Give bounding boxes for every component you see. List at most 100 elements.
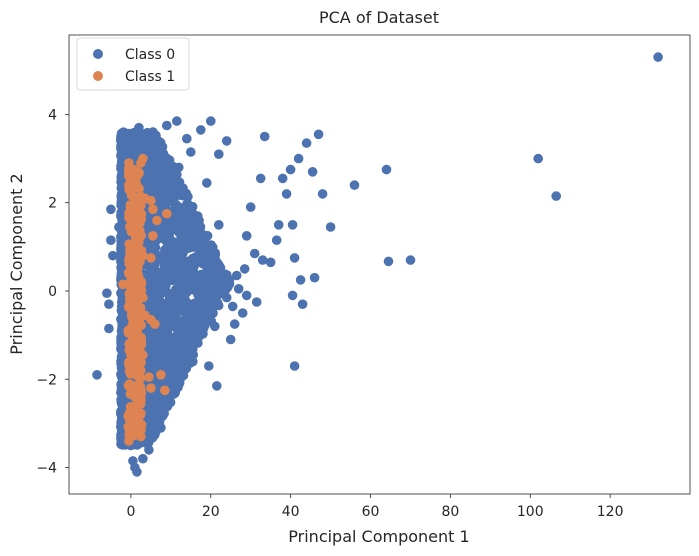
class-0-point	[144, 445, 154, 455]
plot-area	[92, 52, 663, 477]
class-0-point	[271, 235, 282, 245]
class-1-point	[128, 356, 138, 367]
class-0-point	[405, 255, 416, 265]
class-1-point	[128, 299, 138, 310]
class-0-point	[285, 164, 296, 175]
class-1-point	[126, 182, 136, 193]
class-0-point	[182, 133, 192, 144]
class-0-point	[383, 256, 394, 267]
class-0-point	[653, 52, 663, 62]
class-0-point	[212, 381, 222, 391]
class-0-point	[174, 162, 184, 173]
class-1-point	[118, 279, 128, 290]
class-1-point	[146, 195, 156, 206]
class-0-point	[172, 116, 182, 126]
class-0-point	[265, 257, 276, 268]
class-0-point	[224, 275, 235, 285]
class-1-point	[150, 319, 160, 329]
legend-box	[76, 37, 190, 91]
class-0-point	[214, 220, 224, 230]
class-0-point	[198, 249, 209, 259]
class-1-point	[160, 385, 170, 396]
class-0-point	[187, 208, 198, 218]
x-tick-label: 80	[441, 504, 459, 520]
class-0-point	[117, 158, 127, 168]
class-0-point	[199, 269, 210, 280]
class-0-point	[309, 272, 320, 283]
class-0-point	[184, 220, 195, 231]
class-0-point	[152, 183, 163, 194]
class-1-point	[124, 171, 134, 181]
class-0-point	[187, 255, 198, 265]
class-0-point	[174, 221, 184, 231]
class-0-point	[195, 322, 205, 333]
legend: Class 0 Class 1	[76, 37, 190, 91]
class-0-point	[174, 359, 185, 370]
class-0-point	[231, 270, 242, 281]
class-1-point	[138, 153, 148, 164]
class-0-point	[206, 116, 216, 126]
class-0-point	[188, 356, 198, 367]
class-0-point	[293, 153, 304, 164]
x-tick-label: 60	[362, 504, 380, 520]
class-1-point	[148, 204, 158, 215]
class-1-point	[136, 385, 146, 396]
class-0-point	[313, 129, 324, 140]
y-axis-label: Principal Component 2	[7, 173, 26, 354]
class-0-point	[176, 211, 186, 221]
class-0-point	[239, 264, 250, 274]
class-0-point	[551, 191, 561, 201]
class-0-point	[191, 309, 201, 319]
class-0-point	[202, 178, 212, 188]
series-class-1	[118, 153, 172, 446]
class-0-point	[229, 319, 240, 329]
class-1-point	[125, 325, 135, 335]
class-0-point	[114, 222, 124, 232]
class-0-point	[183, 243, 193, 253]
y-tick-label: −4	[36, 461, 57, 477]
class-0-point	[237, 308, 248, 318]
class-0-point	[173, 262, 184, 273]
class-0-point	[143, 140, 153, 150]
class-0-point	[183, 317, 193, 328]
class-0-point	[221, 136, 232, 146]
class-1-point	[127, 245, 138, 255]
class-0-point	[161, 288, 172, 298]
class-0-point	[185, 266, 196, 276]
class-1-point	[126, 200, 137, 210]
class-1-point	[130, 281, 140, 292]
class-1-point	[152, 215, 162, 226]
class-0-point	[174, 249, 185, 259]
class-0-point	[199, 256, 210, 267]
class-0-point	[151, 350, 161, 361]
class-1-point	[146, 253, 156, 263]
class-0-point	[153, 402, 164, 413]
class-0-point	[167, 216, 177, 226]
legend-label-class-1: Class 1	[125, 69, 175, 85]
class-0-point	[167, 223, 177, 233]
class-0-point	[214, 265, 225, 276]
class-0-point	[162, 310, 172, 321]
class-1-point	[136, 365, 146, 376]
class-0-point	[217, 283, 228, 293]
class-1-point	[138, 250, 148, 261]
class-0-point	[163, 298, 173, 309]
class-1-point	[130, 220, 140, 230]
class-0-point	[225, 334, 236, 345]
class-0-point	[187, 284, 198, 295]
class-0-point	[118, 139, 128, 150]
class-0-point	[277, 173, 288, 184]
class-0-point	[116, 358, 126, 369]
y-tick-label: 2	[48, 196, 57, 212]
plot-frame	[68, 34, 691, 495]
class-0-point	[281, 189, 292, 199]
class-0-point	[251, 297, 262, 307]
class-1-point	[126, 420, 136, 431]
class-0-point	[178, 234, 189, 245]
class-0-point	[148, 127, 158, 137]
class-1-point	[124, 436, 134, 446]
y-tick-label: −2	[36, 372, 57, 388]
class-0-point	[128, 456, 138, 466]
class-0-point	[137, 130, 147, 141]
